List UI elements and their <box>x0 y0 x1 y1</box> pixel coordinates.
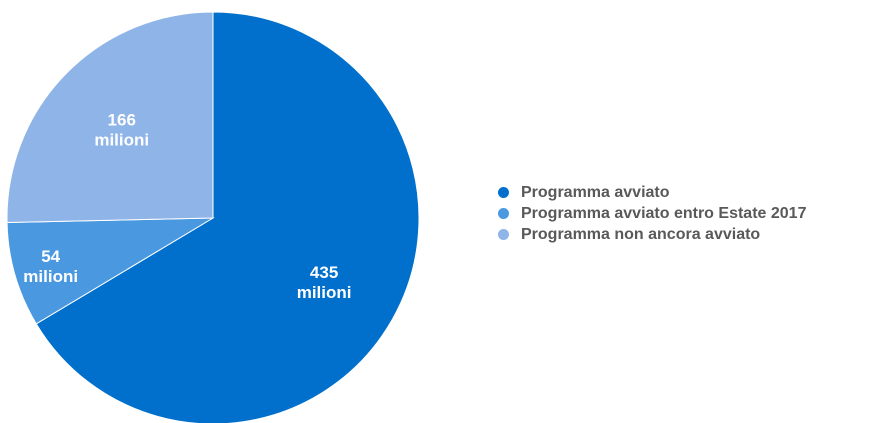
data-label-programma-avviato-entro-estate-2017: 54 milioni <box>23 247 78 286</box>
pie-slice-programma-avviato <box>35 11 420 423</box>
legend-label-programma-avviato: Programma avviato <box>521 183 670 201</box>
data-label-programma-non-ancora-avviato: 166 milioni <box>94 111 149 150</box>
pie-slice-programma-avviato-entro-estate-2017 <box>6 217 215 325</box>
data-label-programma-avviato: 435 milioni <box>297 263 352 302</box>
legend-label-programma-avviato-entro-estate-2017: Programma avviato entro Estate 2017 <box>521 204 807 222</box>
legend-item-programma-avviato: Programma avviato <box>498 182 806 203</box>
legend-label-programma-non-ancora-avviato: Programma non ancora avviato <box>521 225 761 243</box>
legend-item-programma-avviato-entro-estate-2017: Programma avviato entro Estate 2017 <box>498 203 806 224</box>
legend-marker-programma-non-ancora-avviato <box>498 229 509 240</box>
legend: Programma avviato Programma avviato entr… <box>498 182 806 245</box>
legend-marker-programma-avviato <box>498 187 509 198</box>
pie-slice-programma-non-ancora-avviato <box>6 11 214 223</box>
legend-marker-programma-avviato-entro-estate-2017 <box>498 208 509 219</box>
legend-item-programma-non-ancora-avviato: Programma non ancora avviato <box>498 224 806 245</box>
